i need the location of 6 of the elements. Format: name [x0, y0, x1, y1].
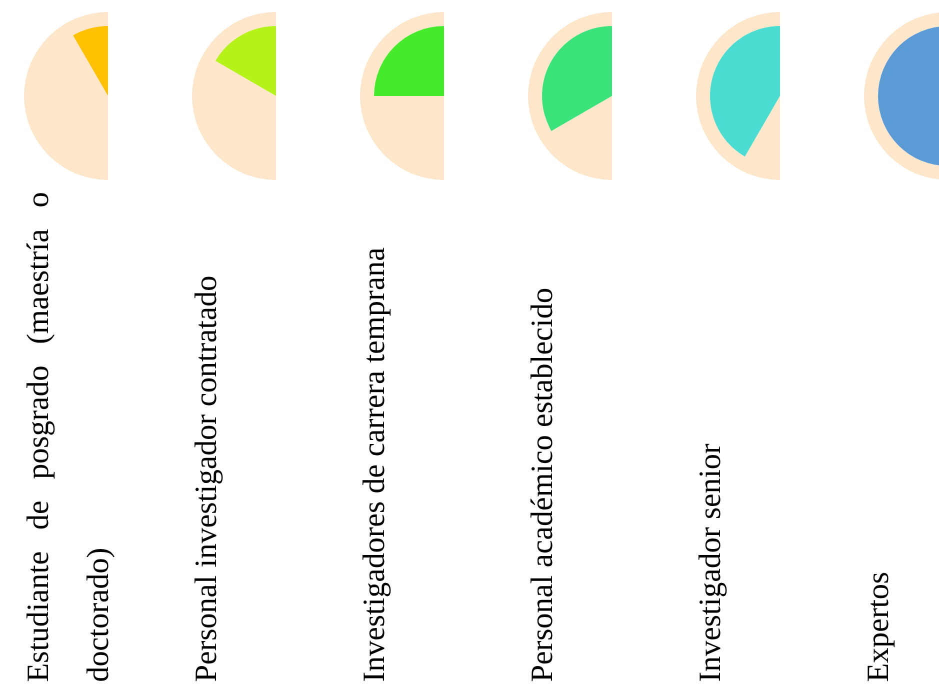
- text: Personal investigador contratado: [187, 274, 224, 682]
- text: Expertos: [859, 570, 896, 682]
- text: Investigadores de carrera temprana: [355, 246, 392, 682]
- text: Estudiante de posgrado (maestría o doctorado): [19, 192, 115, 682]
- text: Investigador senior: [691, 442, 728, 682]
- text: Personal académico establecido: [523, 286, 560, 682]
